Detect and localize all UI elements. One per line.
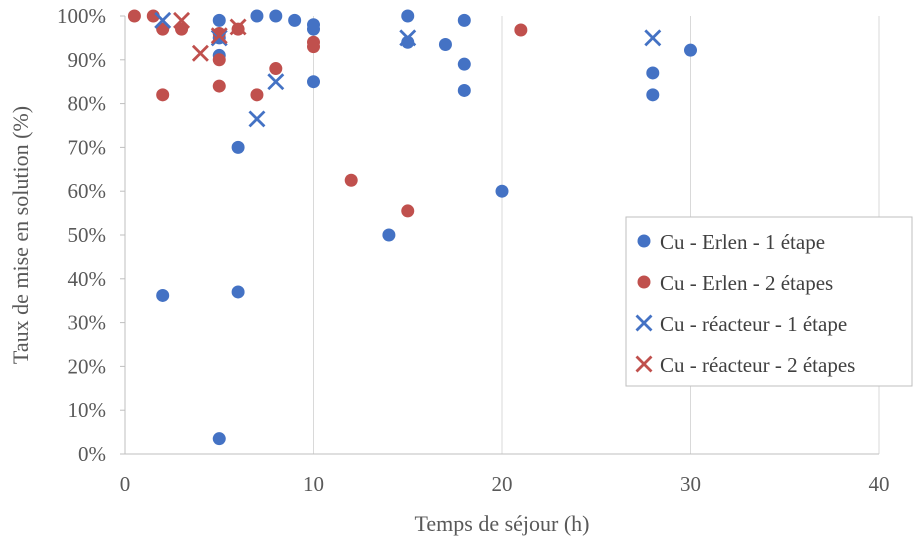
legend-label: Cu - Erlen - 2 étapes bbox=[660, 271, 833, 295]
legend-marker bbox=[635, 314, 653, 332]
y-tick-label: 70% bbox=[68, 135, 107, 159]
legend-marker bbox=[637, 275, 651, 289]
data-point-circle bbox=[127, 9, 141, 23]
data-point-circle bbox=[156, 88, 170, 102]
data-point-x bbox=[173, 11, 191, 29]
axes bbox=[120, 15, 879, 455]
y-tick-label: 60% bbox=[68, 179, 107, 203]
x-tick-label: 20 bbox=[492, 472, 513, 496]
series-2 bbox=[127, 9, 528, 218]
data-point-circle bbox=[457, 13, 471, 27]
x-tick-label: 40 bbox=[869, 472, 890, 496]
data-point-circle bbox=[307, 75, 320, 89]
data-point-x bbox=[229, 18, 247, 36]
data-point-circle bbox=[156, 22, 170, 36]
legend-box bbox=[625, 216, 913, 387]
data-point-circle bbox=[646, 88, 660, 102]
data-point-circle bbox=[646, 66, 660, 80]
data-point-x bbox=[399, 29, 417, 47]
y-axis-title: Taux de mise en solution (%) bbox=[8, 106, 33, 364]
data-point-x bbox=[267, 73, 285, 91]
y-tick-label: 20% bbox=[68, 354, 107, 378]
data-points bbox=[127, 9, 697, 446]
series-4 bbox=[173, 11, 247, 62]
data-point-circle bbox=[401, 204, 415, 218]
data-point-circle bbox=[288, 13, 302, 27]
y-tick-label: 40% bbox=[68, 267, 107, 291]
data-point-x bbox=[154, 11, 172, 29]
data-point-circle bbox=[382, 228, 396, 242]
data-point-circle bbox=[231, 285, 245, 299]
x-axis-title: Temps de séjour (h) bbox=[414, 511, 589, 536]
data-point-x bbox=[210, 29, 228, 47]
y-tick-label: 0% bbox=[78, 442, 106, 466]
data-point-circle bbox=[307, 40, 320, 54]
data-point-circle bbox=[344, 173, 358, 187]
data-point-circle bbox=[269, 62, 283, 76]
tick-labels: 0 10 20 30 40 0% 10% 20% 30% 40% 50% 60% 70% 80% 90% 10… bbox=[57, 4, 890, 496]
legend-label: Cu - réacteur - 2 étapes bbox=[660, 353, 855, 377]
data-point-x bbox=[644, 29, 662, 47]
x-tick-label: 10 bbox=[303, 472, 324, 496]
data-point-circle bbox=[212, 53, 226, 67]
data-point-circle bbox=[457, 57, 471, 71]
data-point-circle bbox=[212, 79, 226, 93]
data-point-x bbox=[191, 44, 209, 62]
data-point-circle bbox=[212, 13, 226, 27]
y-tick-label: 10% bbox=[68, 398, 107, 422]
data-point-circle bbox=[457, 83, 471, 97]
data-point-x bbox=[248, 110, 266, 128]
series-3 bbox=[154, 11, 662, 128]
data-point-circle bbox=[514, 23, 528, 37]
legend-label: Cu - réacteur - 1 étape bbox=[660, 312, 847, 336]
data-point-circle bbox=[212, 27, 226, 41]
data-point-circle bbox=[231, 22, 245, 36]
data-point-circle bbox=[438, 37, 452, 51]
y-tick-label: 90% bbox=[68, 48, 107, 72]
data-point-circle bbox=[401, 35, 415, 49]
legend-label: Cu - Erlen - 1 étape bbox=[660, 230, 825, 254]
y-tick-label: 50% bbox=[68, 223, 107, 247]
y-tick-label: 100% bbox=[57, 4, 106, 28]
data-point-circle bbox=[212, 432, 226, 446]
y-tick-label: 80% bbox=[68, 92, 107, 116]
legend-marker bbox=[637, 234, 651, 248]
data-point-circle bbox=[250, 88, 264, 102]
legend-marker bbox=[635, 355, 653, 373]
legend: Cu - Erlen - 1 étape Cu - Erlen - 2 étape… bbox=[625, 216, 913, 387]
x-tick-label: 0 bbox=[120, 472, 131, 496]
data-point-circle bbox=[307, 22, 320, 36]
data-point-circle bbox=[401, 9, 415, 23]
data-point-circle bbox=[684, 43, 697, 57]
data-point-circle bbox=[269, 9, 283, 23]
data-point-circle bbox=[231, 140, 245, 154]
y-tick-label: 30% bbox=[68, 311, 107, 335]
data-point-circle bbox=[250, 9, 264, 23]
data-point-circle bbox=[495, 184, 509, 198]
data-point-circle bbox=[156, 288, 170, 302]
data-point-circle bbox=[175, 22, 189, 36]
x-tick-label: 30 bbox=[680, 472, 701, 496]
data-point-x bbox=[210, 27, 228, 45]
